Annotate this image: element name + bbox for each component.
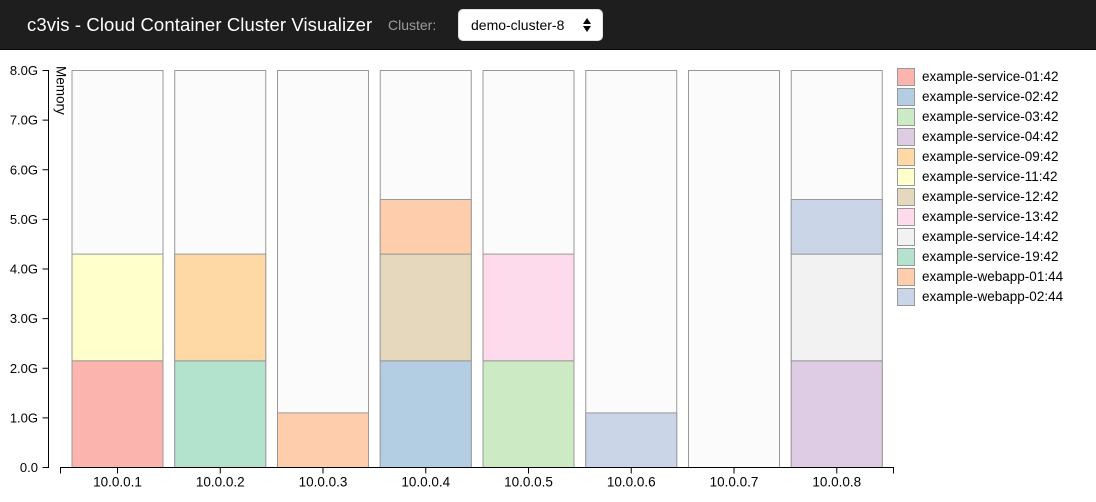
legend-swatch xyxy=(897,208,915,226)
legend-item: example-service-02:42 xyxy=(897,88,1096,106)
y-tick-label: 5.0G xyxy=(10,212,38,227)
legend-item: example-service-04:42 xyxy=(897,128,1096,146)
x-tick-label: 10.0.0.8 xyxy=(812,475,861,490)
x-tick-label: 10.0.0.1 xyxy=(93,475,142,490)
bar-segment[interactable] xyxy=(71,360,164,468)
bar-segment[interactable] xyxy=(790,253,883,362)
x-tick-label: 10.0.0.3 xyxy=(299,475,348,490)
legend-swatch xyxy=(897,88,915,106)
x-axis xyxy=(60,467,894,474)
bar-remaining-memory[interactable] xyxy=(277,70,369,468)
bar-segment[interactable] xyxy=(174,253,267,362)
cluster-select-wrap: demo-cluster-8 xyxy=(458,9,603,41)
legend-swatch xyxy=(897,128,915,146)
app-title: c3vis - Cloud Container Cluster Visualiz… xyxy=(27,14,373,35)
bar-segment[interactable] xyxy=(585,412,678,469)
bar-segment[interactable] xyxy=(482,360,575,468)
y-tick-label: 0.0 xyxy=(20,460,38,475)
x-tick-label: 10.0.0.4 xyxy=(401,475,450,490)
legend-item: example-service-11:42 xyxy=(897,168,1096,186)
legend-label: example-service-13:42 xyxy=(922,209,1059,224)
x-tick-label: 10.0.0.7 xyxy=(710,475,759,490)
legend-label: example-service-03:42 xyxy=(922,109,1059,124)
legend-label: example-service-01:42 xyxy=(922,69,1059,84)
legend-label: example-service-14:42 xyxy=(922,229,1059,244)
cluster-label: Cluster: xyxy=(388,17,437,33)
bar xyxy=(482,70,575,468)
chart-legend: example-service-01:42 example-service-02:… xyxy=(897,68,1096,308)
legend-item: example-service-03:42 xyxy=(897,108,1096,126)
legend-swatch xyxy=(897,268,915,286)
legend-label: example-webapp-01:44 xyxy=(922,269,1064,284)
legend-label: example-webapp-02:44 xyxy=(922,289,1064,304)
legend-swatch xyxy=(897,228,915,246)
y-tick-label: 8.0G xyxy=(10,63,38,78)
bar-remaining-memory[interactable] xyxy=(585,70,678,468)
memory-chart: 10.0.0.1 10.0.0.2 10.0.0.3 10.0.0.4 10.0.0.5… xyxy=(10,63,894,490)
bar xyxy=(174,70,267,468)
bar-segment[interactable] xyxy=(379,360,472,468)
bar-remaining-memory[interactable] xyxy=(688,70,780,468)
cluster-select[interactable]: demo-cluster-8 xyxy=(458,9,603,41)
navbar: c3vis - Cloud Container Cluster Visualiz… xyxy=(0,0,1096,50)
legend-label: example-service-12:42 xyxy=(922,189,1059,204)
bar xyxy=(277,70,369,469)
bar xyxy=(688,70,780,468)
legend-swatch xyxy=(897,108,915,126)
legend-item: example-service-01:42 xyxy=(897,68,1096,86)
legend-item: example-service-13:42 xyxy=(897,208,1096,226)
legend-swatch xyxy=(897,168,915,186)
legend-swatch xyxy=(897,148,915,166)
legend-item: example-service-19:42 xyxy=(897,248,1096,266)
bar-segment[interactable] xyxy=(379,199,472,255)
y-tick-label: 3.0G xyxy=(10,311,38,326)
y-tick-label: 2.0G xyxy=(10,361,38,376)
bar xyxy=(790,70,883,468)
bar-segment[interactable] xyxy=(379,253,472,362)
legend-swatch xyxy=(897,248,915,266)
legend-item: example-webapp-01:44 xyxy=(897,268,1096,286)
y-tick-label: 7.0G xyxy=(10,113,38,128)
x-tick-label: 10.0.0.5 xyxy=(504,475,553,490)
legend-label: example-service-09:42 xyxy=(922,149,1059,164)
legend-item: example-service-09:42 xyxy=(897,148,1096,166)
x-tick-label: 10.0.0.2 xyxy=(196,475,245,490)
bar-segment[interactable] xyxy=(790,199,883,255)
y-tick-label: 6.0G xyxy=(10,162,38,177)
bar xyxy=(379,70,472,468)
bar-segment[interactable] xyxy=(174,360,267,468)
y-tick-label: 4.0G xyxy=(10,262,38,277)
legend-swatch xyxy=(897,288,915,306)
bar-segment[interactable] xyxy=(790,360,883,468)
x-tick-label: 10.0.0.6 xyxy=(607,475,656,490)
legend-label: example-service-11:42 xyxy=(922,169,1058,184)
legend-swatch xyxy=(897,188,915,206)
y-axis-label: Memory xyxy=(54,66,69,115)
bar xyxy=(71,70,164,468)
legend-item: example-service-12:42 xyxy=(897,188,1096,206)
bar xyxy=(585,70,678,469)
bar-segment[interactable] xyxy=(482,253,575,362)
bar-segment[interactable] xyxy=(71,253,164,362)
bar-segment[interactable] xyxy=(277,412,369,469)
legend-swatch xyxy=(897,68,915,86)
y-tick-label: 1.0G xyxy=(10,410,38,425)
legend-label: example-service-02:42 xyxy=(922,89,1059,104)
legend-item: example-webapp-02:44 xyxy=(897,288,1096,306)
legend-label: example-service-04:42 xyxy=(922,129,1059,144)
legend-item: example-service-14:42 xyxy=(897,228,1096,246)
legend-label: example-service-19:42 xyxy=(922,249,1059,264)
